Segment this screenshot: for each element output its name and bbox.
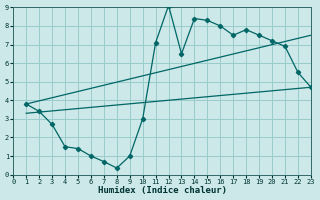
X-axis label: Humidex (Indice chaleur): Humidex (Indice chaleur) (98, 186, 227, 195)
